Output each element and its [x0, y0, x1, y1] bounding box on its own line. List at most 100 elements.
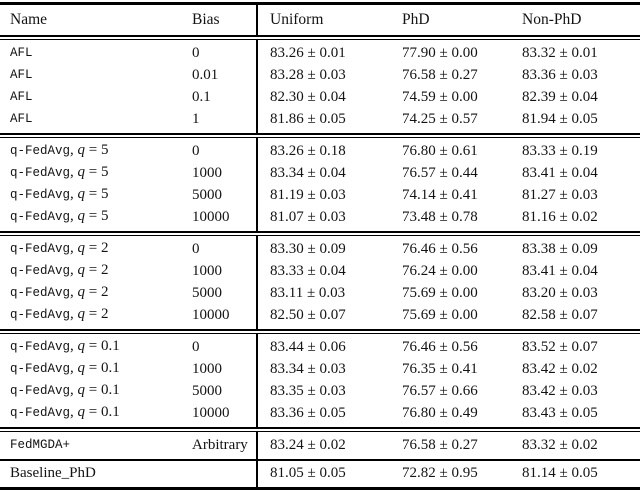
bias-value: 5000: [192, 186, 222, 203]
phd-value: 76.58 ± 0.27: [402, 66, 478, 83]
phd-value: 76.35 ± 0.41: [402, 360, 478, 377]
nonphd-value: 81.94 ± 0.05: [522, 110, 598, 127]
phd-value: 75.69 ± 0.00: [402, 284, 478, 301]
phd-value: 76.80 ± 0.61: [402, 142, 478, 159]
method-name: q-FedAvg: [10, 242, 71, 256]
nonphd-value: 83.32 ± 0.01: [522, 44, 598, 61]
uniform-value: 83.36 ± 0.05: [256, 402, 390, 428]
bias-value: 0: [192, 142, 200, 159]
phd-value: 72.82 ± 0.95: [402, 465, 478, 481]
method-name: q-FedAvg: [10, 340, 71, 354]
table-row: q-FedAvg, q = 5 0 83.26 ± 0.18 76.80 ± 0…: [0, 137, 640, 162]
uniform-value: 82.50 ± 0.07: [256, 304, 390, 330]
method-name: AFL: [10, 90, 33, 104]
method-suffix: ,: [70, 382, 78, 398]
method-eq: = 2: [85, 306, 109, 322]
nonphd-value: 83.36 ± 0.03: [522, 66, 598, 83]
method-eq: = 2: [85, 284, 109, 300]
table-row: AFL 1 81.86 ± 0.05 74.25 ± 0.57 81.94 ± …: [0, 108, 640, 134]
uniform-value: 83.44 ± 0.06: [256, 333, 390, 358]
method-variable: q: [77, 262, 86, 278]
bias-value: 10000: [192, 208, 230, 225]
bias-value: 1000: [192, 164, 222, 181]
method-name: q-FedAvg: [10, 362, 71, 376]
method-variable: q: [77, 284, 86, 300]
phd-value: 76.46 ± 0.56: [402, 338, 478, 355]
bias-value: 1000: [192, 360, 222, 377]
method-name: q-FedAvg: [10, 308, 71, 322]
method-variable: q: [77, 164, 86, 180]
col-header-phd: PhD: [402, 11, 430, 28]
method-eq: = 5: [85, 142, 109, 158]
method-variable: q: [77, 360, 86, 376]
nonphd-value: 83.43 ± 0.05: [522, 404, 598, 421]
method-name: AFL: [10, 112, 33, 126]
uniform-value: 83.34 ± 0.04: [256, 162, 390, 184]
method-eq: = 5: [85, 208, 109, 224]
method-name: q-FedAvg: [10, 166, 71, 180]
method-suffix: ,: [70, 186, 78, 202]
bias-value: 1000: [192, 262, 222, 279]
method-eq: = 0.1: [85, 360, 120, 376]
method-eq: = 0.1: [85, 404, 120, 420]
method-name: AFL: [10, 46, 33, 60]
phd-value: 76.80 ± 0.49: [402, 404, 478, 421]
phd-value: 77.90 ± 0.00: [402, 44, 478, 61]
uniform-value: 83.24 ± 0.02: [256, 431, 390, 460]
nonphd-value: 83.32 ± 0.02: [522, 436, 598, 453]
table-row: q-FedAvg, q = 2 0 83.30 ± 0.09 76.46 ± 0…: [0, 235, 640, 260]
table-row: AFL 0.1 82.30 ± 0.04 74.59 ± 0.00 82.39 …: [0, 86, 640, 108]
uniform-value: 83.26 ± 0.18: [256, 137, 390, 162]
method-eq: = 5: [85, 186, 109, 202]
method-variable: q: [77, 382, 86, 398]
bias-value: 0: [192, 338, 200, 355]
uniform-value: 81.19 ± 0.03: [256, 184, 390, 206]
uniform-value: 83.28 ± 0.03: [256, 64, 390, 86]
method-name: q-FedAvg: [10, 286, 71, 300]
phd-value: 75.69 ± 0.00: [402, 306, 478, 323]
table-row: q-FedAvg, q = 0.1 0 83.44 ± 0.06 76.46 ±…: [0, 333, 640, 358]
table-row: AFL 0 83.26 ± 0.01 77.90 ± 0.00 83.32 ± …: [0, 39, 640, 64]
method-suffix: ,: [70, 164, 78, 180]
nonphd-value: 83.38 ± 0.09: [522, 240, 598, 257]
bias-value: 5000: [192, 284, 222, 301]
col-header-nonphd: Non-PhD: [522, 11, 582, 28]
phd-value: 76.57 ± 0.66: [402, 382, 478, 399]
method-suffix: ,: [70, 284, 78, 300]
nonphd-value: 83.52 ± 0.07: [522, 338, 598, 355]
method-name: q-FedAvg: [10, 144, 71, 158]
method-suffix: ,: [70, 208, 78, 224]
bias-value: 10000: [192, 404, 230, 421]
nonphd-value: 83.41 ± 0.04: [522, 262, 598, 279]
phd-value: 76.57 ± 0.44: [402, 164, 478, 181]
method-suffix: ,: [70, 306, 78, 322]
section-rule: [0, 133, 640, 138]
method-suffix: ,: [70, 142, 78, 158]
table-row: FedMGDA+ Arbitrary 83.24 ± 0.02 76.58 ± …: [0, 431, 640, 460]
bias-value: 0: [192, 44, 200, 61]
section-rule: [0, 231, 640, 236]
phd-value: 76.46 ± 0.56: [402, 240, 478, 257]
table-row: q-FedAvg, q = 2 10000 82.50 ± 0.07 75.69…: [0, 304, 640, 330]
nonphd-value: 81.27 ± 0.03: [522, 186, 598, 203]
table-row: q-FedAvg, q = 2 5000 83.11 ± 0.03 75.69 …: [0, 282, 640, 304]
method-name: FedMGDA+: [10, 438, 71, 452]
bias-value: [182, 461, 257, 487]
method-eq: = 2: [85, 262, 109, 278]
table-row: q-FedAvg, q = 0.1 10000 83.36 ± 0.05 76.…: [0, 402, 640, 428]
method-name: Baseline_PhD: [10, 465, 96, 481]
bias-value: 0: [192, 240, 200, 257]
nonphd-value: 83.41 ± 0.04: [522, 164, 598, 181]
uniform-value: 83.26 ± 0.01: [256, 39, 390, 64]
method-variable: q: [77, 208, 86, 224]
method-variable: q: [77, 306, 86, 322]
top-rule: [0, 2, 640, 5]
method-name: q-FedAvg: [10, 384, 71, 398]
nonphd-value: 82.58 ± 0.07: [522, 306, 598, 323]
table-row: q-FedAvg, q = 0.1 5000 83.35 ± 0.03 76.5…: [0, 380, 640, 402]
bias-value: Arbitrary: [192, 436, 248, 453]
nonphd-value: 83.33 ± 0.19: [522, 142, 598, 159]
uniform-value: 81.86 ± 0.05: [256, 108, 390, 134]
method-eq: = 2: [85, 240, 109, 256]
